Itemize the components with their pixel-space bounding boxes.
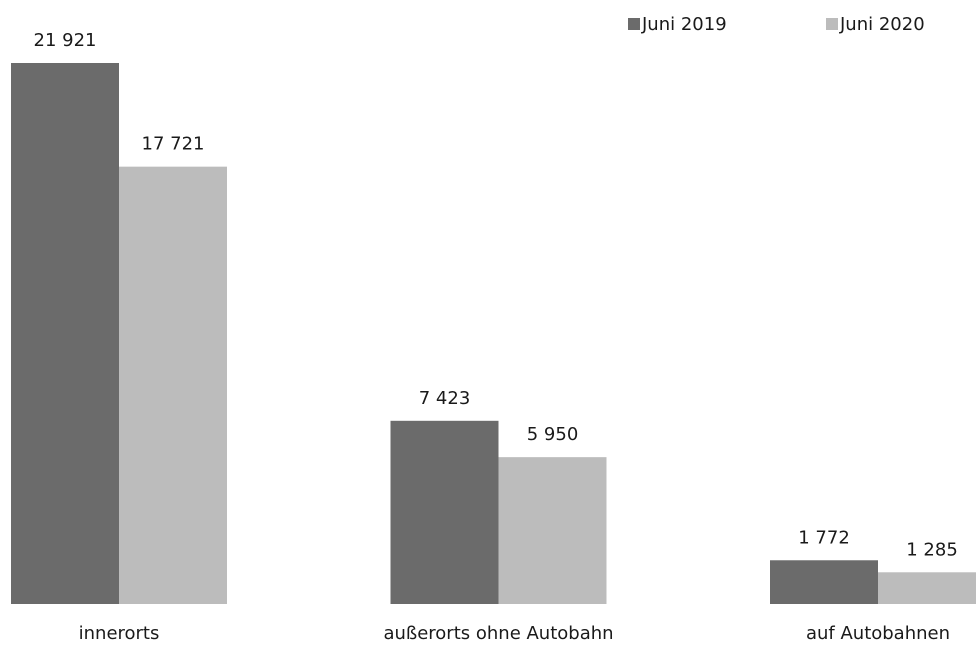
bar xyxy=(119,166,227,604)
bar xyxy=(498,457,607,604)
data-label: 7 423 xyxy=(419,388,471,409)
legend-label: Juni 2020 xyxy=(839,14,925,35)
data-label: 1 772 xyxy=(798,527,850,548)
legend-swatch xyxy=(826,18,838,30)
data-label: 21 921 xyxy=(34,30,97,51)
legend-swatch xyxy=(628,18,640,30)
bar xyxy=(770,560,878,604)
legend-label: Juni 2019 xyxy=(641,14,727,35)
bar xyxy=(878,572,976,604)
x-tick-label: innerorts xyxy=(79,623,160,644)
x-tick-label: auf Autobahnen xyxy=(806,623,950,644)
data-label: 17 721 xyxy=(142,134,205,155)
x-tick-label: außerorts ohne Autobahn xyxy=(383,623,613,644)
data-label: 1 285 xyxy=(906,539,958,560)
bar xyxy=(11,63,119,604)
data-label: 5 950 xyxy=(527,424,579,445)
bar xyxy=(390,420,499,604)
